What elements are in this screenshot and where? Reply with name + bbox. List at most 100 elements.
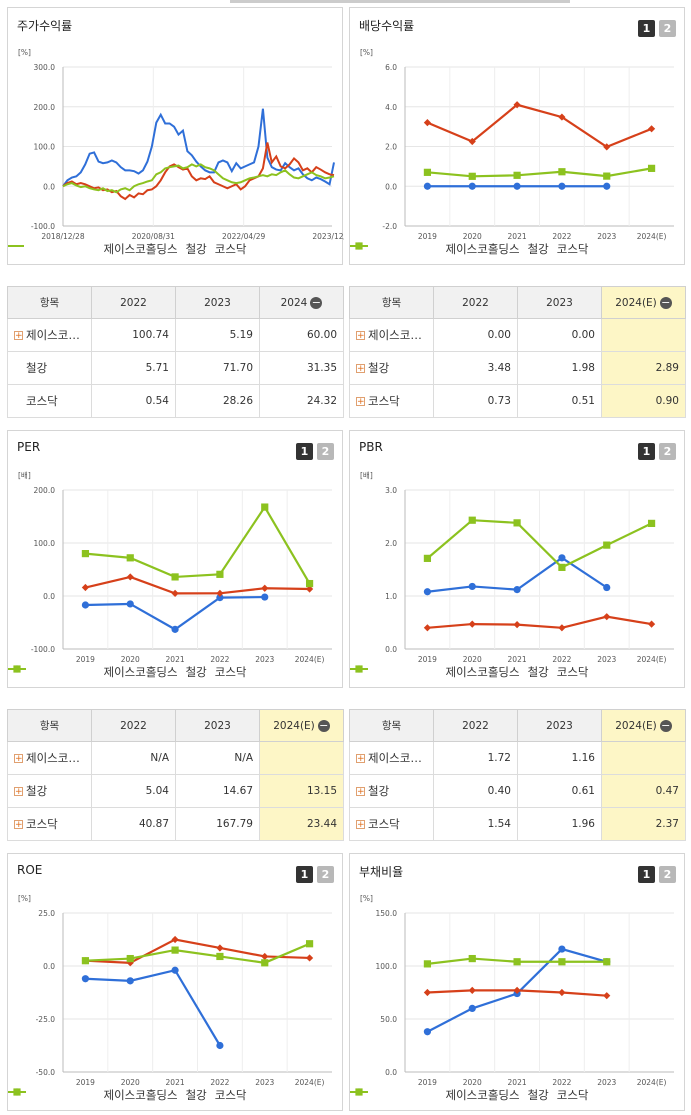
- legend-label: 제이스코홀딩스: [103, 665, 178, 679]
- x-tick-label: 2023: [597, 655, 616, 664]
- value-cell: [601, 318, 686, 352]
- legend-item: 코스닥: [350, 242, 588, 256]
- collapse-icon[interactable]: −: [317, 718, 330, 732]
- chart-mode-2-button[interactable]: 2: [317, 443, 334, 460]
- expand-plus-icon[interactable]: +: [14, 331, 23, 341]
- x-tick-label: 2021: [508, 1078, 527, 1087]
- x-tick-label: 2022: [552, 655, 571, 664]
- point-series-1: [603, 143, 611, 151]
- point-series-1: [81, 583, 90, 592]
- collapse-icon[interactable]: −: [659, 295, 672, 309]
- chart-debt-ratio: [%]150.0 100.0 50.0 0.0 2019 2020 2021 2022 2023…: [360, 894, 674, 1087]
- expand-plus-icon[interactable]: +: [356, 331, 365, 341]
- point-series-2: [647, 164, 656, 172]
- value-cell: 0.54: [91, 384, 176, 418]
- point-series-0: [171, 625, 179, 633]
- row-name-cell[interactable]: +코스닥: [349, 384, 434, 418]
- collapse-icon[interactable]: −: [659, 718, 672, 732]
- y-tick-label: 150.0: [376, 909, 398, 918]
- legend-label: 철강: [185, 242, 207, 256]
- series-line-2: [426, 519, 653, 569]
- series-line-2: [85, 942, 311, 964]
- point-series-1: [261, 952, 269, 961]
- chart-mode-1-button[interactable]: 1: [638, 866, 655, 883]
- row-name-cell[interactable]: +철강: [349, 774, 434, 808]
- row-name-cell[interactable]: + 제이스코…: [7, 741, 92, 775]
- chart-mode-1-button[interactable]: 1: [296, 443, 313, 460]
- value-cell: 31.35: [259, 351, 344, 385]
- expand-plus-icon[interactable]: +: [356, 754, 365, 764]
- legend-item: 코스닥: [350, 665, 588, 679]
- table-stock-return: 항목202220232024−+제이스코…100.745.1960.00+철강5…: [7, 286, 344, 418]
- point-series-2: [355, 665, 363, 673]
- x-tick-label: 2019: [418, 232, 437, 241]
- expand-plus-icon[interactable]: +: [14, 820, 23, 830]
- legend-item: 철강: [350, 1088, 549, 1102]
- legend-item: 제이스코홀딩스: [350, 1088, 520, 1102]
- collapse-icon[interactable]: −: [310, 295, 323, 309]
- row-name-cell[interactable]: +코스닥: [7, 807, 92, 841]
- x-tick-label: 2024(E): [295, 1078, 325, 1087]
- chart-legend: 제이스코홀딩스 철강 코스닥: [350, 1087, 684, 1103]
- point-series-2: [423, 168, 432, 176]
- y-tick-label: 200.0: [34, 103, 56, 112]
- table-row: + 철강 5.04 14.67 13.15: [7, 774, 344, 808]
- legend-item: 제이스코홀딩스: [8, 1088, 178, 1102]
- x-tick-label: 2020: [463, 1078, 482, 1087]
- legend-swatch-icon: [8, 1088, 26, 1096]
- y-unit-label: [%]: [360, 894, 373, 903]
- expand-plus-icon[interactable]: +: [14, 754, 23, 764]
- x-tick-label: 2022: [210, 1078, 229, 1087]
- y-tick-label: -25.0: [36, 1015, 56, 1024]
- x-tick-label: 2023: [255, 1078, 274, 1087]
- chart-mode-2-button[interactable]: 2: [659, 20, 676, 37]
- chart-mode-1-button[interactable]: 1: [638, 443, 655, 460]
- point-series-0: [81, 975, 90, 983]
- row-name-cell[interactable]: +철강: [7, 351, 92, 385]
- point-series-2: [171, 573, 179, 581]
- point-series-1: [171, 935, 179, 944]
- expand-plus-icon[interactable]: +: [14, 787, 23, 797]
- legend-label: 코스닥: [556, 1088, 589, 1102]
- point-series-1: [468, 137, 476, 146]
- expand-plus-icon[interactable]: +: [356, 364, 365, 374]
- point-series-0: [423, 588, 432, 596]
- row-name-cell[interactable]: + 제이스코…: [349, 318, 434, 352]
- point-series-1: [216, 589, 224, 597]
- row-name-cell[interactable]: + 제이스코…: [7, 318, 92, 352]
- row-name-cell[interactable]: +철강: [349, 351, 434, 385]
- table-row: + 철강 3.48 1.98 2.89: [349, 351, 686, 385]
- point-series-0: [216, 1041, 224, 1050]
- chart-legend: 제이스코홀딩스 철강 코스닥: [8, 241, 342, 257]
- legend-label: 코스닥: [214, 1088, 247, 1102]
- chart-mode-2-button[interactable]: 2: [659, 866, 676, 883]
- expand-plus-icon[interactable]: +: [356, 820, 365, 830]
- chart-mode-2-button[interactable]: 2: [317, 866, 334, 883]
- point-series-1: [305, 954, 314, 962]
- chart-mode-2-button[interactable]: 2: [659, 443, 676, 460]
- legend-item: 철강: [350, 242, 549, 256]
- panel-title: ROE: [17, 863, 43, 877]
- row-name-cell[interactable]: +코스닥: [7, 384, 92, 418]
- legend-item: 철강: [8, 242, 207, 256]
- point-series-2: [81, 957, 90, 965]
- chart-legend: 제이스코홀딩스 철강 코스닥: [8, 1087, 342, 1103]
- row-name-cell[interactable]: + 제이스코…: [349, 741, 434, 775]
- x-tick-label: 2024(E): [637, 655, 667, 664]
- row-name-cell[interactable]: +철강: [7, 774, 92, 808]
- table-row: + 코스닥 40.87 167.79 23.44: [7, 807, 344, 841]
- y-tick-label: -100.0: [31, 222, 55, 231]
- expand-plus-icon[interactable]: +: [356, 397, 365, 407]
- table-header-cell: 2022: [91, 709, 176, 742]
- expand-plus-icon[interactable]: +: [356, 787, 365, 797]
- value-cell: 167.79: [175, 807, 260, 841]
- row-name-cell[interactable]: +코스닥: [349, 807, 434, 841]
- point-series-2: [355, 1088, 363, 1096]
- y-tick-label: 0.0: [43, 962, 55, 971]
- chart-mode-1-button[interactable]: 1: [296, 866, 313, 883]
- legend-label: 코스닥: [214, 242, 247, 256]
- chart-mode-1-button[interactable]: 1: [638, 20, 655, 37]
- legend-item: 제이스코홀딩스: [350, 665, 520, 679]
